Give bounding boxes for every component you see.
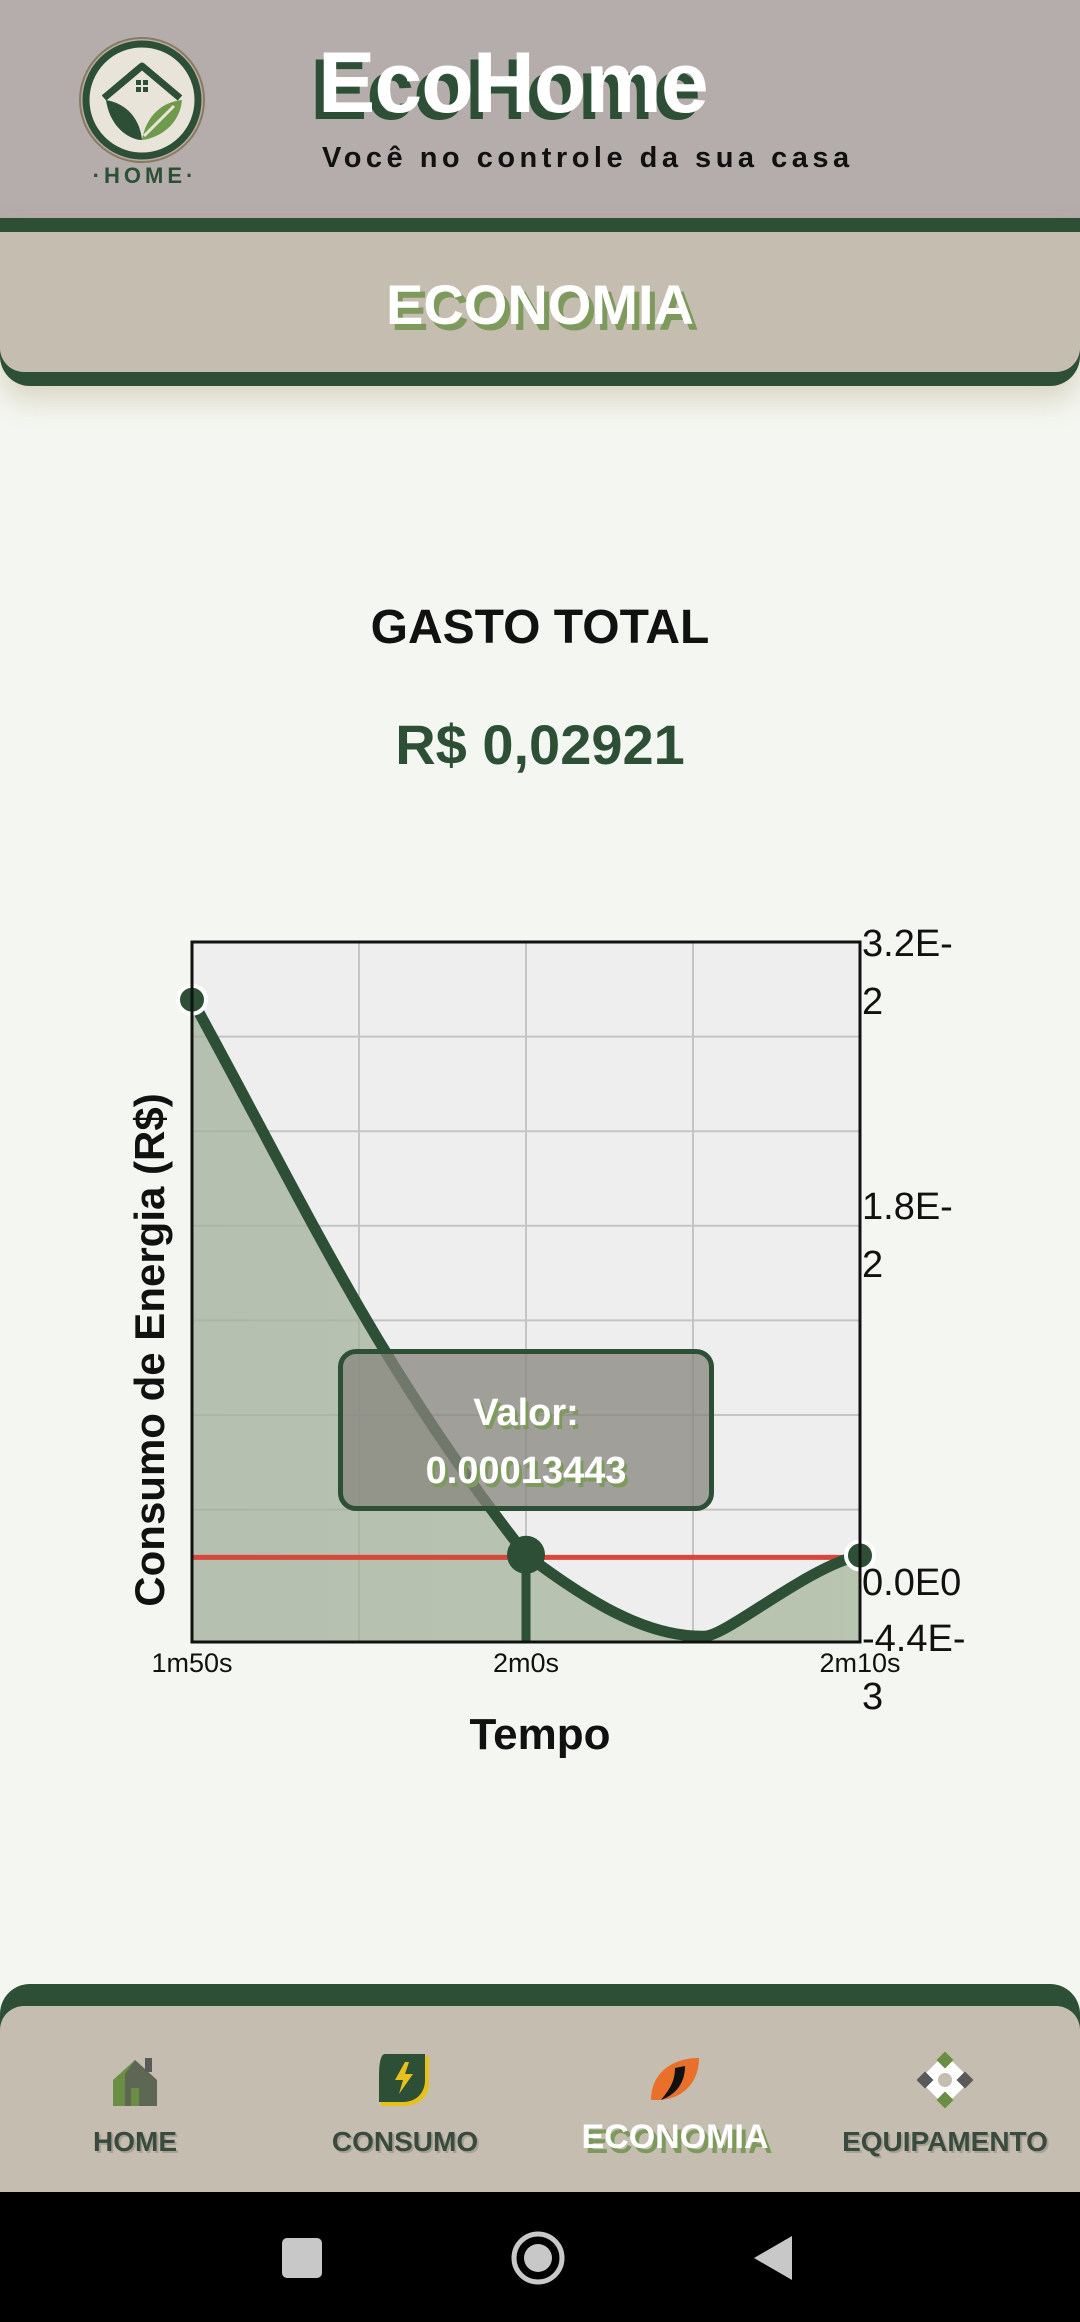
devices-icon	[916, 2051, 974, 2109]
bottom-nav: HOME CONSUMO ECONOMIA	[0, 1984, 1080, 2192]
nav-label-economia: ECONOMIA	[581, 2118, 769, 2156]
chart-y-tick-label: 0.0E0	[862, 1562, 962, 1604]
section-banner: ECONOMIA	[0, 218, 1080, 386]
nav-item-home[interactable]: HOME	[0, 2006, 270, 2192]
nav-label-consumo: CONSUMO	[331, 2126, 479, 2157]
nav-label-equipamento: EQUIPAMENTO	[842, 2126, 1048, 2157]
lightning-icon	[379, 2054, 429, 2106]
section-title: ECONOMIA	[386, 273, 694, 336]
chart-series-line	[186, 994, 866, 1642]
home-button-icon[interactable]	[510, 2230, 566, 2286]
app-title: EcoHome	[318, 35, 709, 131]
chart-y-tick-label: 3.2E-2	[862, 923, 953, 1023]
back-icon[interactable]	[752, 2234, 794, 2282]
home-icon	[113, 2058, 157, 2106]
app-header: ·HOME· EcoHome Você no controle da sua c…	[0, 0, 1080, 218]
system-nav-bar	[0, 2192, 1080, 2322]
chart-tooltip: Valor: 0.00013443	[338, 1349, 714, 1511]
chart-y-tick-label: -4.4E-3	[862, 1618, 966, 1718]
recent-apps-icon[interactable]	[282, 2238, 322, 2278]
tooltip-label: Valor:	[473, 1392, 579, 1434]
nav-item-consumo[interactable]: CONSUMO	[270, 2006, 540, 2192]
tooltip-value: 0.00013443	[425, 1450, 627, 1492]
chart-y-axis-title: Consumo de Energia (R$)	[126, 1093, 173, 1607]
leaf-icon	[651, 2058, 699, 2100]
consumption-chart[interactable]: Consumo de Energia (R$) Tempo 1m50s 2m0s 2…	[0, 880, 1080, 1780]
ecohome-logo: ·HOME·	[79, 37, 205, 188]
svg-text:·HOME·: ·HOME·	[93, 163, 198, 188]
chart-point-highlighted	[507, 1535, 545, 1574]
chart-x-tick-label: 2m0s	[492, 1648, 560, 1678]
chart-x-axis-title: Tempo	[469, 1710, 611, 1759]
total-label: GASTO TOTAL	[370, 601, 710, 654]
nav-label-home: HOME	[93, 2126, 177, 2157]
app-subtitle: Você no controle da sua casa	[322, 142, 854, 174]
nav-item-equipamento[interactable]: EQUIPAMENTO	[810, 2006, 1080, 2192]
chart-x-tick-label: 2m10s	[819, 1648, 901, 1678]
chart-y-tick-label: 1.8E-2	[862, 1186, 953, 1286]
chart-frame	[190, 940, 862, 1644]
chart-x-tick-label: 1m50s	[151, 1648, 233, 1678]
nav-item-economia[interactable]: ECONOMIA	[540, 2006, 810, 2192]
total-value: R$ 0,02921	[395, 713, 685, 776]
